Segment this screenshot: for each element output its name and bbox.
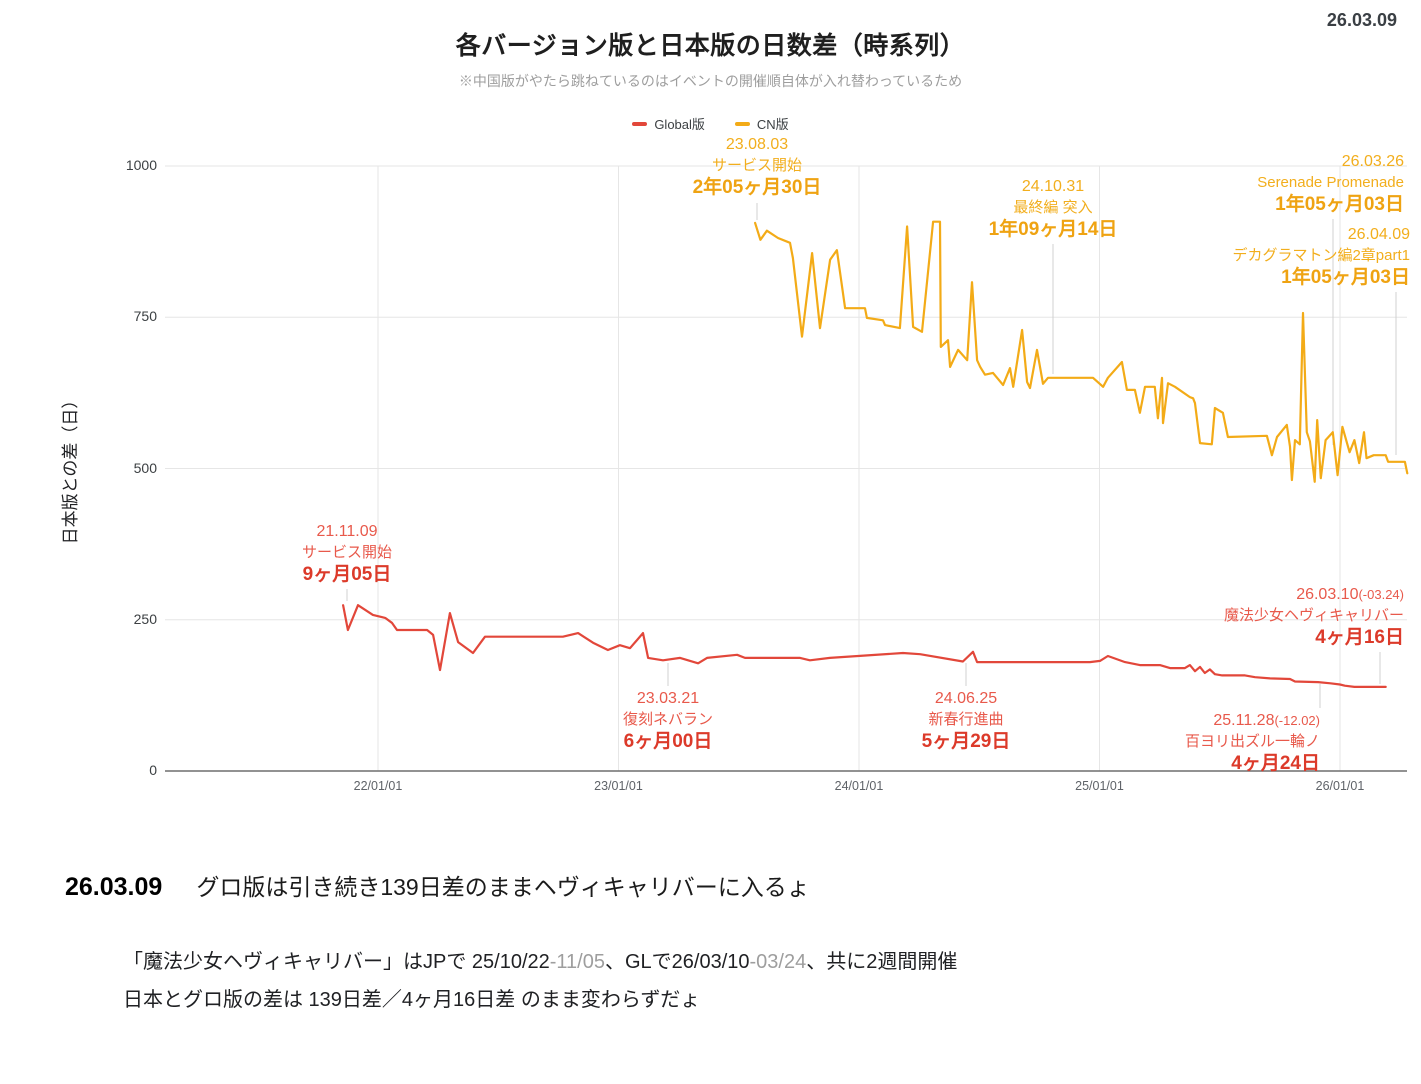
series-layer	[342, 220, 1409, 689]
y-tick-label: 250	[133, 610, 157, 627]
annotation-25-11-28: 25.11.28(-12.02) 百ヨリ出ズル一輪ノ 4ヶ月24日	[1184, 712, 1320, 774]
chart-subtitle: ※中国版がやたら跳ねているのはイベントの開催順自体が入れ替わっているため	[458, 73, 963, 89]
footer-heading-text: グロ版は引き続き139日差のままヘヴィキャリバーに入るょ	[196, 874, 810, 900]
annotation-23-03-21: 23.03.21 復刻ネバラン 6ヶ月00日	[622, 690, 714, 752]
x-tick-label: 26/01/01	[1315, 779, 1365, 793]
legend-item-cn: CN版	[734, 114, 789, 133]
legend-swatch-cn-icon	[734, 121, 750, 126]
y-axis-title: 日本版との差（日）	[61, 391, 80, 545]
annotation-26-03-10: 26.03.10(-03.24) 魔法少女ヘヴィキャリバー 4ヶ月16日	[1223, 586, 1404, 648]
y-tick-label: 750	[133, 308, 157, 325]
footer-line-2: 日本とグロ版の差は 139日差／4ヶ月16日差 のまま変わらずだょ	[123, 989, 701, 1011]
legend-label-global: Global版	[654, 117, 705, 132]
x-tick-label: 23/01/01	[594, 779, 643, 793]
grid-layer	[165, 165, 1407, 772]
legend-label-cn: CN版	[756, 117, 789, 132]
legend-swatch-global-icon	[632, 121, 648, 126]
x-tick-label: 25/01/01	[1075, 779, 1124, 793]
chart-legend: Global版 CN版	[0, 114, 1421, 133]
annotation-23-08-03: 23.08.03 サービス開始 2年05ヶ月30日	[692, 136, 822, 198]
annotation-leader-lines	[346, 203, 1397, 708]
footer-heading: 26.03.09 グロ版は引き続き139日差のままヘヴィキャリバーに入るょ	[65, 868, 810, 902]
footer-body: 「魔法少女ヘヴィキャリバー」はJPで 25/10/22-11/05、GLで26/…	[123, 943, 957, 1019]
annotation-21-11-09: 21.11.09 サービス開始 9ヶ月05日	[301, 523, 393, 585]
line-chart	[165, 165, 1409, 772]
x-tick-label: 24/01/01	[834, 779, 884, 793]
global-series-line	[342, 604, 1387, 689]
annotation-24-10-31: 24.10.31 最終編 突入 1年09ヶ月14日	[988, 178, 1118, 240]
annotation-26-04-09: 26.04.09 デカグラマトン編2章part1 1年05ヶ月03日	[1232, 226, 1410, 288]
y-tick-label: 0	[149, 762, 157, 778]
y-tick-label: 1000	[125, 157, 157, 173]
cn-series-line	[753, 220, 1409, 483]
y-tick-label: 500	[133, 459, 157, 476]
annotation-26-03-26: 26.03.26 Serenade Promenade 1年05ヶ月03日	[1257, 153, 1404, 215]
corner-date: 26.03.09	[1326, 10, 1397, 30]
legend-item-global: Global版	[632, 114, 705, 133]
footer-line-1: 「魔法少女ヘヴィキャリバー」はJPで 25/10/22-11/05、GLで26/…	[123, 951, 958, 973]
chart-title: 各バージョン版と日本版の日数差（時系列）	[455, 32, 966, 60]
annotation-24-06-25: 24.06.25 新春行進曲 5ヶ月29日	[921, 690, 1011, 752]
x-tick-label: 22/01/01	[353, 779, 403, 793]
footer-heading-date: 26.03.09	[65, 873, 163, 901]
